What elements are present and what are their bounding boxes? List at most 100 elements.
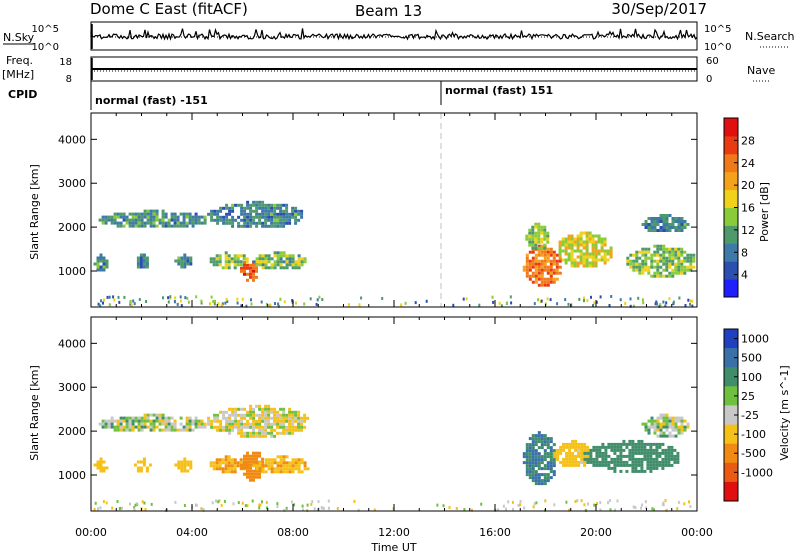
echo-cell-12	[644, 223, 648, 226]
echo-cell-6	[246, 272, 249, 276]
echo-cell-10	[567, 255, 571, 259]
echo-cell-4	[189, 259, 193, 263]
echo-cell-4	[177, 466, 181, 470]
ground-scatter-cell	[373, 508, 376, 512]
echo-cell-1	[264, 422, 268, 426]
echo-cell-1	[273, 422, 277, 426]
echo-cell-1	[219, 209, 223, 213]
echo-cell-7	[294, 467, 298, 471]
echo-cell-8	[549, 461, 553, 465]
echo-cell-0	[194, 218, 198, 222]
echo-cell-9	[571, 460, 575, 464]
echo-cell-10	[570, 249, 574, 253]
echo-cell-1	[285, 428, 289, 432]
echo-cell-11	[644, 268, 648, 272]
echo-cell-11	[674, 271, 678, 275]
echo-cell-0	[155, 215, 159, 219]
ground-scatter-cell	[135, 502, 138, 506]
echo-cell-1	[243, 425, 247, 429]
ground-scatter-cell	[662, 501, 665, 505]
echo-cell-2	[96, 262, 100, 266]
echo-cell-7	[294, 464, 298, 468]
echo-cell-1	[294, 212, 298, 216]
echo-cell-1	[252, 203, 256, 207]
colorbar-segment	[724, 443, 738, 464]
velocity-colorbar-label: Velocity [m s^-1]	[778, 365, 791, 460]
echo-cell-0	[167, 425, 171, 429]
echo-cell-10	[619, 469, 623, 473]
echo-cell-11	[671, 250, 675, 254]
echo-cell-1	[219, 419, 223, 423]
echo-cell-9	[534, 231, 538, 235]
echo-cell-9	[571, 454, 575, 458]
echo-cell-5	[218, 467, 222, 471]
echo-cell-1	[216, 428, 220, 432]
echo-cell-9	[534, 222, 538, 226]
echo-cell-9	[534, 237, 538, 241]
echo-cell-12	[674, 217, 678, 220]
echo-cell-8	[525, 253, 529, 257]
echo-cell-0	[122, 416, 126, 420]
ground-scatter-cell	[241, 501, 244, 505]
echo-cell-6	[246, 472, 249, 476]
echo-cell-0	[179, 212, 183, 216]
echo-cell-7	[252, 464, 256, 468]
echo-cell-1	[213, 218, 217, 222]
ground-scatter-cell	[593, 301, 596, 305]
echo-cell-11	[647, 419, 651, 423]
echo-cell-10	[601, 445, 605, 449]
ground-scatter-cell	[316, 298, 319, 302]
echo-cell-7	[273, 263, 277, 267]
echo-cell-10	[676, 454, 680, 458]
echo-cell-8	[534, 253, 538, 257]
echo-cell-11	[644, 253, 648, 257]
echo-cell-7	[291, 458, 295, 462]
echo-cell-11	[644, 259, 648, 263]
ground-scatter-cell	[174, 296, 177, 300]
echo-cell-11	[677, 250, 681, 254]
echo-cell-8	[543, 455, 547, 459]
echo-cell-11	[653, 250, 657, 254]
echo-cell-10	[652, 466, 656, 470]
echo-cell-11	[656, 271, 660, 275]
echo-cell-10	[610, 460, 614, 464]
echo-cell-8	[552, 470, 556, 474]
echo-cell-1	[255, 203, 259, 207]
echo-cell-10	[603, 243, 607, 247]
echo-cell-5	[224, 254, 228, 258]
echo-cell-2	[99, 256, 103, 260]
echo-cell-10	[613, 463, 617, 467]
echo-cell-7	[288, 257, 292, 261]
echo-cell-1	[270, 221, 274, 225]
echo-cell-0	[173, 212, 177, 216]
echo-cell-11	[659, 425, 663, 429]
echo-cell-8	[534, 277, 538, 281]
ground-scatter-cell	[678, 296, 681, 300]
echo-cell-10	[613, 451, 617, 455]
ground-scatter-cell	[123, 295, 126, 299]
echo-cell-10	[609, 249, 613, 253]
echo-cell-1	[297, 413, 301, 417]
echo-cell-10	[640, 448, 644, 452]
echo-cell-0	[104, 425, 108, 429]
echo-cell-8	[555, 271, 559, 275]
echo-cell-0	[113, 428, 117, 432]
echo-cell-11	[674, 422, 678, 426]
echo-cell-8	[552, 268, 556, 272]
echo-cell-0	[167, 419, 171, 423]
echo-cell-7	[288, 470, 292, 474]
echo-cell-8	[546, 253, 550, 257]
echo-cell-0	[173, 419, 177, 423]
echo-cell-0	[155, 416, 159, 420]
echo-cell-10	[558, 255, 562, 259]
echo-cell-0	[161, 209, 165, 213]
echo-cell-9	[562, 448, 566, 452]
echo-cell-0	[176, 224, 180, 228]
echo-cell-11	[653, 431, 657, 435]
echo-cell-0	[164, 224, 168, 228]
echo-cell-7	[258, 263, 262, 267]
echo-cell-10	[622, 442, 626, 446]
echo-cell-12	[659, 229, 663, 232]
echo-cell-9	[574, 445, 578, 449]
echo-cell-8	[537, 467, 541, 471]
